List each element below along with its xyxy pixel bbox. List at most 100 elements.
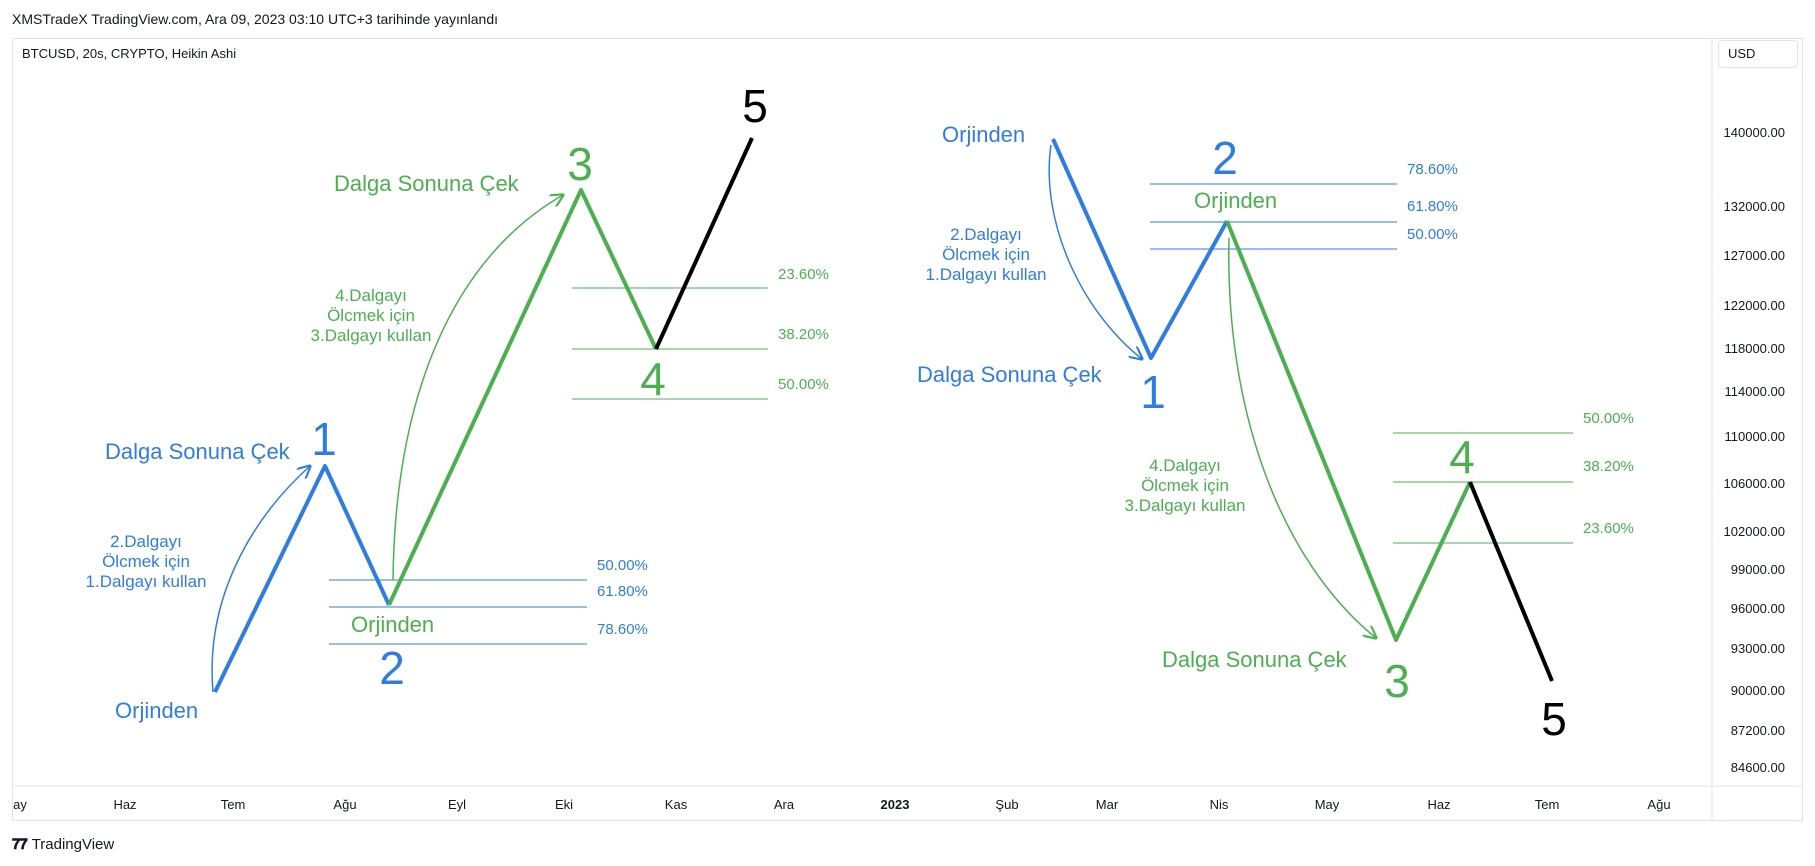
note-line: 4.Dalgayı <box>1149 456 1221 475</box>
tradingview-logo-icon: 𝟕𝟕 <box>12 836 28 853</box>
time-label: ay <box>13 797 27 812</box>
note-line: Ölcmek için <box>102 552 190 571</box>
time-label: Eki <box>555 797 573 812</box>
arrow-curve-blue[interactable] <box>211 466 310 693</box>
currency-button[interactable]: USD <box>1718 40 1798 68</box>
wave-number-4: 4 <box>1449 431 1475 483</box>
wave-number-2: 2 <box>379 642 405 694</box>
left-fib-green[interactable] <box>572 287 768 400</box>
wave-line-1-2[interactable] <box>213 464 391 693</box>
wave-number-5: 5 <box>742 80 768 132</box>
time-label: Şub <box>995 797 1018 812</box>
time-label: Ara <box>774 797 795 812</box>
time-label: Tem <box>1535 797 1560 812</box>
time-label: Haz <box>1427 797 1450 812</box>
wave-line-3-4[interactable] <box>1225 220 1472 642</box>
label-pull-to-end: Dalga Sonuna Çek <box>917 362 1103 387</box>
price-label: 93000.00 <box>1731 641 1785 656</box>
price-label: 127000.00 <box>1724 248 1785 263</box>
price-label: 122000.00 <box>1724 298 1785 313</box>
price-label: 84600.00 <box>1731 760 1785 775</box>
label-origin: Orjinden <box>942 122 1025 147</box>
footer-brand-label: TradingView <box>31 836 115 853</box>
note-wave2: 2.Dalgayı Ölcmek için 1.Dalgayı kullan <box>86 532 207 591</box>
fib-label: 38.20% <box>1583 458 1634 475</box>
time-label: Haz <box>113 797 136 812</box>
arrow-curve-green[interactable] <box>1228 237 1376 638</box>
time-label: Ağu <box>1647 797 1670 812</box>
wave-number-3: 3 <box>567 138 593 190</box>
time-label: May <box>1315 797 1340 812</box>
price-label: 96000.00 <box>1731 601 1785 616</box>
left-elliott-drawing[interactable]: 50.00% 61.80% 78.60% 23.60% 38.20% 50.00… <box>86 80 829 723</box>
time-label: Kas <box>665 797 688 812</box>
label-origin: Orjinden <box>1194 188 1277 213</box>
fib-label: 38.20% <box>778 326 829 343</box>
wave-line-1-2[interactable] <box>1051 138 1229 360</box>
time-label-year: 2023 <box>881 797 910 812</box>
note-wave4: 4.Dalgayı Ölcmek için 3.Dalgayı kullan <box>1125 456 1246 515</box>
wave-line-3-4[interactable] <box>387 188 658 606</box>
time-label: Ağu <box>333 797 356 812</box>
label-pull-to-end: Dalga Sonuna Çek <box>334 171 520 196</box>
price-label: 90000.00 <box>1731 683 1785 698</box>
price-label: 118000.00 <box>1725 341 1786 356</box>
price-label: 102000.00 <box>1724 524 1785 539</box>
note-line: Ölcmek için <box>327 306 415 325</box>
price-label: 106000.00 <box>1724 476 1785 491</box>
left-fib-blue-labels: 50.00% 61.80% 78.60% <box>597 557 648 638</box>
price-label: 114000.00 <box>1725 384 1786 399</box>
label-origin: Orjinden <box>115 698 198 723</box>
time-label: Tem <box>221 797 246 812</box>
right-fib-blue[interactable] <box>1150 183 1397 250</box>
wave-number-3: 3 <box>1384 655 1410 707</box>
symbol-title[interactable]: BTCUSD, 20s, CRYPTO, Heikin Ashi <box>22 46 237 61</box>
note-line: Ölcmek için <box>1141 476 1229 495</box>
note-line: 3.Dalgayı kullan <box>1125 496 1246 515</box>
fib-label: 50.00% <box>1583 410 1634 427</box>
note-wave4: 4.Dalgayı Ölcmek için 3.Dalgayı kullan <box>311 286 432 345</box>
price-label: 132000.00 <box>1724 199 1785 214</box>
price-label: 140000.00 <box>1724 125 1785 140</box>
fib-label: 61.80% <box>1407 198 1458 215</box>
arrow-curve-blue[interactable] <box>1048 144 1142 359</box>
left-fib-green-labels: 23.60% 38.20% 50.00% <box>778 266 829 393</box>
note-wave2: 2.Dalgayı Ölcmek için 1.Dalgayı kullan <box>926 225 1047 284</box>
label-pull-to-end: Dalga Sonuna Çek <box>105 439 291 464</box>
wave-number-4: 4 <box>640 353 666 405</box>
wave-line-5[interactable] <box>1468 481 1554 682</box>
wave-number-1: 1 <box>1140 366 1166 418</box>
label-origin: Orjinden <box>351 612 434 637</box>
note-line: 4.Dalgayı <box>335 286 407 305</box>
right-fib-green-labels: 50.00% 38.20% 23.60% <box>1583 410 1634 537</box>
wave-number-2: 2 <box>1212 132 1238 184</box>
time-label: Mar <box>1096 797 1119 812</box>
time-axis[interactable]: ay Haz Tem Ağu Eyl Eki Kas Ara 2023 Şub … <box>13 797 1670 812</box>
price-label: 110000.00 <box>1725 429 1786 444</box>
note-line: 1.Dalgayı kullan <box>86 572 207 591</box>
footer-brand[interactable]: 𝟕𝟕 TradingView <box>12 836 114 853</box>
price-label: 87200.00 <box>1731 723 1785 738</box>
left-fib-blue[interactable] <box>329 579 587 645</box>
fib-label: 50.00% <box>778 376 829 393</box>
publish-info: XMSTradeX TradingView.com, Ara 09, 2023 … <box>12 11 499 27</box>
fib-label: 61.80% <box>597 583 648 600</box>
fib-label: 50.00% <box>597 557 648 574</box>
price-axis[interactable]: 140000.00 132000.00 127000.00 122000.00 … <box>1724 125 1785 775</box>
wave-number-5: 5 <box>1541 693 1567 745</box>
chart-frame <box>12 38 1803 821</box>
fib-label: 78.60% <box>597 621 648 638</box>
note-line: 2.Dalgayı <box>950 225 1022 244</box>
fib-label: 50.00% <box>1407 226 1458 243</box>
note-line: 2.Dalgayı <box>110 532 182 551</box>
wave-number-1: 1 <box>311 413 337 465</box>
right-fib-green[interactable] <box>1393 432 1573 544</box>
arrow-curve-green[interactable] <box>392 195 563 581</box>
label-pull-to-end: Dalga Sonuna Çek <box>1162 647 1348 672</box>
right-elliott-drawing[interactable]: 78.60% 61.80% 50.00% 50.00% 38.20% 23.60… <box>917 122 1634 745</box>
right-fib-blue-labels: 78.60% 61.80% 50.00% <box>1407 161 1458 243</box>
price-label: 99000.00 <box>1731 562 1785 577</box>
wave-line-5[interactable] <box>654 137 754 350</box>
fib-label: 23.60% <box>778 266 829 283</box>
